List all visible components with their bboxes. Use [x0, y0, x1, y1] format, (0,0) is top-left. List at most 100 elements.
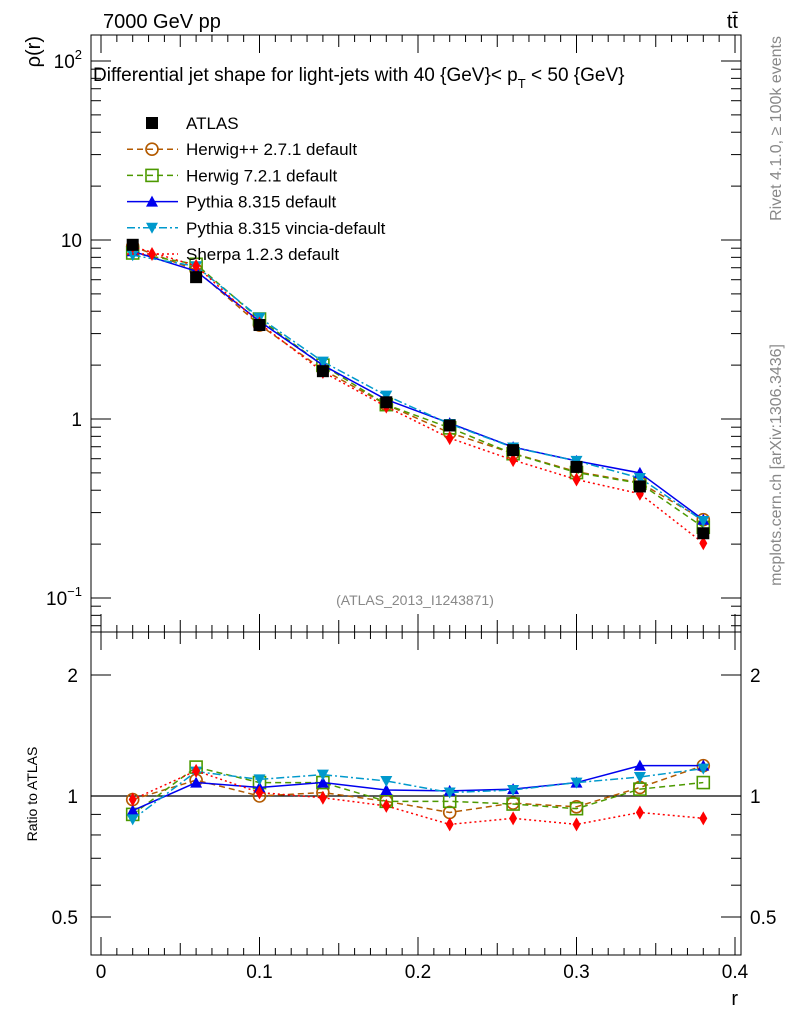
series-0-line	[132, 245, 704, 521]
series-3-ratio-point	[697, 763, 710, 775]
series-2-ratio-point	[633, 759, 646, 771]
series-4-point	[699, 536, 708, 551]
side-label-mcplots: mcplots.cern.ch [arXiv:1306.3436]	[768, 344, 785, 586]
y-tick-exponent: −1	[67, 584, 82, 599]
y-tick-label: 1	[71, 410, 82, 431]
atlas-data-point	[570, 460, 583, 473]
atlas-data-point	[380, 396, 393, 409]
main-series-group	[125, 238, 711, 551]
series-3-ratio-point	[633, 771, 646, 783]
series-3-line	[132, 254, 704, 522]
series-0-ratio-line	[132, 764, 704, 814]
y-tick-exponent: 2	[75, 47, 82, 62]
ratio-frame	[90, 631, 742, 956]
analysis-label: (ATLAS_2013_I1243871)	[336, 592, 494, 608]
atlas-data-point	[126, 238, 139, 251]
series-4-ratio-point	[699, 811, 708, 826]
title-tail: < 50 {GeV}	[526, 65, 625, 86]
series-4-ratio-point	[382, 798, 391, 813]
ratio-tick-label-right: 2	[750, 666, 761, 687]
x-tick-label: 0	[96, 962, 107, 983]
y-tick-label: 10	[61, 231, 82, 252]
atlas-data-point	[507, 444, 520, 457]
x-tick-label: 0.3	[563, 962, 589, 983]
series-3-point	[633, 472, 646, 484]
series-1-ratio-point	[506, 797, 520, 811]
series-1-ratio-line	[132, 766, 704, 815]
legend-marker	[146, 117, 158, 129]
series-4-ratio-point	[192, 763, 201, 778]
series-1-ratio-point	[569, 801, 584, 816]
series-4-ratio-point	[445, 817, 454, 832]
y-axis-label: ρ(r)	[23, 36, 45, 67]
top-right-label: tt̄	[727, 11, 739, 33]
series-2-ratio-point	[126, 804, 139, 816]
ratio-tick-label: 0.5	[52, 908, 78, 929]
series-4-ratio-point	[572, 817, 581, 832]
series-3-ratio-point	[507, 784, 520, 796]
series-1-ratio-point	[633, 782, 647, 796]
series-2-ratio-point	[380, 783, 393, 795]
atlas-data-point	[697, 527, 710, 540]
series-3-point	[380, 390, 393, 402]
ratio-tick-label-right: 1	[750, 787, 761, 808]
y-tick-base: 10	[54, 52, 75, 73]
series-3-ratio-point	[316, 769, 329, 781]
atlas-data-point	[443, 419, 456, 432]
series-4-ratio-point	[255, 785, 264, 800]
ratio-tick-label: 2	[67, 666, 78, 687]
legend-label: Herwig 7.2.1 default	[186, 166, 337, 185]
series-4-point	[192, 258, 201, 273]
legend-label: Sherpa 1.2.3 default	[186, 245, 339, 264]
series-3-ratio-point	[253, 774, 266, 786]
series-4-point	[445, 431, 454, 446]
legend-label: Pythia 8.315 vincia-default	[186, 219, 386, 238]
y-tick-base: 10	[61, 231, 82, 252]
legend-marker	[146, 222, 158, 234]
series-2-ratio-point	[190, 776, 203, 788]
legend-marker	[145, 168, 159, 183]
legend-marker	[146, 195, 158, 207]
series-4-line	[132, 245, 704, 544]
atlas-data-point	[253, 319, 266, 332]
series-4-point	[572, 472, 581, 487]
legend-label: Herwig++ 2.7.1 default	[186, 140, 357, 159]
series-3-point	[697, 516, 710, 528]
legend-marker	[148, 247, 156, 261]
ratio-tick-label: 1	[67, 787, 78, 808]
ratio-tick-label-right: 0.5	[750, 908, 776, 929]
y-tick-label: 102	[54, 47, 82, 73]
title-subscript: T	[518, 76, 526, 91]
series-4-ratio-point	[509, 811, 518, 826]
series-3-ratio-point	[570, 777, 583, 789]
y-tick-base: 10	[46, 589, 67, 610]
legend-marker	[145, 142, 159, 156]
y-tick-label: 10−1	[46, 584, 82, 610]
series-2-line	[132, 250, 704, 521]
series-4-ratio-point	[128, 792, 137, 807]
top-left-label: 7000 GeV pp	[103, 11, 221, 33]
series-3-ratio-point	[443, 787, 456, 799]
x-tick-label: 0.1	[246, 962, 272, 983]
title-main: Differential jet shape for light-jets wi…	[93, 65, 518, 86]
legend: ATLAS Herwig++ 2.7.1 default Herwig 7.2.1 …	[127, 114, 386, 264]
series-1-line	[132, 252, 704, 528]
y-tick-base: 1	[71, 410, 82, 431]
series-4-ratio-point	[318, 790, 327, 805]
x-tick-label: 0.4	[722, 962, 749, 983]
x-axis-label: r	[731, 988, 738, 1010]
series-3-ratio-point	[126, 814, 139, 826]
ratio-series-group	[125, 758, 711, 832]
atlas-data-point	[633, 480, 646, 493]
series-3-ratio-point	[380, 775, 393, 787]
series-2-ratio-line	[132, 764, 704, 812]
series-4-ratio-point	[635, 805, 644, 820]
legend-label: ATLAS	[186, 114, 239, 133]
chart-title: Differential jet shape for light-jets wi…	[93, 65, 625, 91]
x-tick-label: 0.2	[405, 962, 431, 983]
series-4-point	[509, 453, 518, 468]
series-2-ratio-point	[316, 776, 329, 788]
side-label-rivet: Rivet 4.1.0, ≥ 100k events	[768, 36, 785, 221]
